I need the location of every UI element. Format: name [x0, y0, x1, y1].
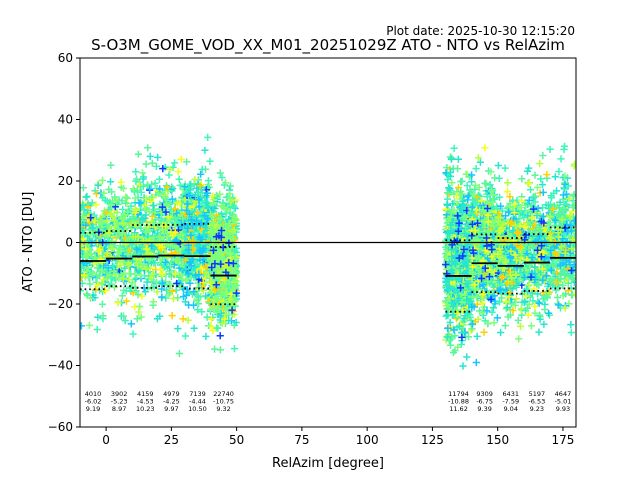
bin-stat-label: 4159: [137, 390, 154, 398]
bin-stat-label: 11.62: [449, 405, 468, 413]
bin-stat-label: 9.04: [503, 405, 517, 413]
chart-title: S-O3M_GOME_VOD_XX_M01_20251029Z ATO - NT…: [91, 36, 565, 55]
bin-stat-label: 10.50: [188, 405, 207, 413]
statistics-overlay: [80, 222, 576, 313]
x-tick-label: 75: [294, 433, 309, 447]
x-axis-ticks: 0 25 50 75 100 125 150 175: [102, 427, 574, 447]
bin-stat-label: 22740: [213, 390, 234, 398]
bin-stat-label: -10.75: [213, 398, 234, 406]
x-tick-label: 125: [421, 433, 444, 447]
bin-stat-label: 9.39: [477, 405, 491, 413]
y-tick-label: −60: [48, 420, 73, 434]
bin-stat-label: 11794: [448, 390, 469, 398]
y-axis-label: ATO - NTO [DU]: [21, 192, 36, 293]
x-axis-label: RelAzim [degree]: [272, 456, 384, 471]
plot-date: Plot date: 2025-10-30 12:15:20: [386, 24, 575, 38]
bin-stat-label: -4.53: [137, 398, 154, 406]
bin-stat-label: -5.23: [111, 398, 128, 406]
scatter-points: [546, 160, 576, 312]
bin-stat-label: 9.93: [556, 405, 570, 413]
bin-stat-label: 9.32: [216, 405, 230, 413]
bin-statistics-labels: 4010-6.029.19 3902-5.238.97 4159-4.5310.23…: [85, 390, 572, 413]
bin-stat-label: 9.97: [164, 405, 178, 413]
bin-stat-label: 8.97: [112, 405, 126, 413]
bin-stat-label: -5.01: [555, 398, 572, 406]
bin-stat-label: -6.02: [85, 398, 102, 406]
bin-stat-label: 9309: [476, 390, 493, 398]
x-tick-label: 50: [229, 433, 244, 447]
bin-stat-label: 6431: [502, 390, 519, 398]
x-tick-label: 100: [356, 433, 379, 447]
bin-stat-label: -6.75: [476, 398, 493, 406]
y-tick-label: 40: [58, 113, 73, 127]
scatter-points: [180, 170, 214, 309]
scatter-points: [442, 206, 475, 341]
bin-stat-label: 4647: [555, 390, 572, 398]
y-tick-label: −40: [48, 359, 73, 373]
bin-stat-label: 3902: [111, 390, 128, 398]
data-points-layer: [80, 133, 576, 370]
x-tick-label: 175: [551, 433, 574, 447]
y-tick-label: 20: [58, 174, 73, 188]
bin-stat-label: 4010: [85, 390, 102, 398]
bin-stat-label: 9.19: [86, 405, 100, 413]
scatter-points: [521, 205, 548, 281]
bin-stat-label: 7139: [189, 390, 206, 398]
y-tick-label: −20: [48, 297, 73, 311]
y-tick-label: 60: [58, 51, 73, 65]
scatter-points: [129, 181, 162, 316]
bin-stat-label: -7.59: [502, 398, 519, 406]
x-tick-label: 150: [486, 433, 509, 447]
bin-stat-label: -10.88: [448, 398, 469, 406]
x-tick-label: 25: [164, 433, 179, 447]
bin-stat-label: 4979: [163, 390, 180, 398]
scatter-points: [206, 179, 240, 318]
bin-stat-label: -6.53: [528, 398, 545, 406]
y-tick-label: 0: [65, 236, 73, 250]
scatter-points: [468, 204, 496, 304]
bin-stat-label: -4.25: [163, 398, 180, 406]
bin-stat-label: 10.23: [136, 405, 155, 413]
bin-stat-label: -4.44: [189, 398, 206, 406]
bin-stat-label: 5197: [529, 390, 546, 398]
scatter-points: [103, 210, 133, 284]
x-tick-label: 0: [102, 433, 110, 447]
y-axis-ticks: −60 −40 −20 0 20 40 60: [48, 51, 80, 434]
scatter-points: [105, 203, 123, 275]
scatter-points: [208, 226, 241, 340]
bin-stat-label: 9.23: [530, 405, 544, 413]
